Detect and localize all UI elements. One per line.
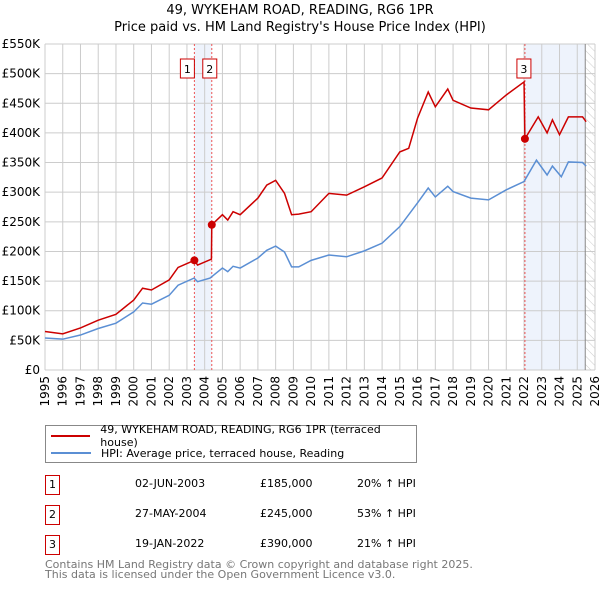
x-tick-label: 2010	[304, 376, 318, 407]
y-tick-label: £150K	[2, 274, 42, 288]
forecast-hatch	[585, 44, 595, 370]
x-tick-label: 2019	[464, 376, 478, 407]
y-tick-label: £50K	[9, 333, 41, 347]
sale-point	[190, 256, 199, 265]
legend-item-hpi: HPI: Average price, terraced house, Read…	[46, 445, 344, 461]
x-tick-label: 1995	[38, 376, 52, 407]
y-tick-label: £100K	[2, 304, 42, 318]
y-tick-label: £350K	[2, 156, 42, 170]
sale-row: 1 02-JUN-2003 £185,000 20% ↑ HPI	[45, 475, 445, 495]
x-tick-label: 2005	[215, 376, 229, 407]
sale-number: 3	[45, 535, 60, 555]
footer: Contains HM Land Registry data © Crown c…	[45, 558, 473, 581]
x-tick-label: 2012	[340, 376, 354, 407]
sale-hpi-change: 20% ↑ HPI	[357, 477, 416, 490]
highlight-band	[524, 44, 586, 370]
y-tick-label: £500K	[2, 67, 42, 81]
y-tick-label: £0	[25, 363, 40, 377]
x-tick-label: 2021	[499, 376, 513, 407]
sale-row: 2 27-MAY-2004 £245,000 53% ↑ HPI	[45, 505, 445, 525]
sale-label-box	[179, 58, 195, 79]
y-tick-label: £250K	[2, 215, 42, 229]
x-tick-label: 2025	[570, 376, 584, 407]
y-tick-label: £200K	[2, 244, 42, 258]
sale-row: 3 19-JAN-2022 £390,000 21% ↑ HPI	[45, 535, 445, 555]
sale-number: 2	[45, 505, 60, 525]
sale-label-box	[516, 58, 532, 79]
x-tick-label: 2017	[428, 376, 442, 407]
x-tick-label: 2003	[180, 376, 194, 407]
x-tick-label: 2018	[446, 376, 460, 407]
x-tick-label: 2009	[286, 376, 300, 407]
sale-date: 02-JUN-2003	[135, 477, 206, 490]
x-tick-label: 1996	[56, 376, 70, 407]
x-tick-label: 2023	[535, 376, 549, 407]
x-tick-label: 2015	[393, 376, 407, 407]
x-tick-label: 2016	[411, 376, 425, 407]
x-tick-label: 2004	[198, 376, 212, 407]
x-tick-label: 2020	[482, 376, 496, 407]
y-tick-label: £400K	[2, 126, 42, 140]
sale-date: 27-MAY-2004	[135, 507, 207, 520]
legend-swatch-blue	[51, 452, 91, 454]
sale-price: £245,000	[260, 507, 313, 520]
highlight-band	[194, 44, 212, 370]
x-tick-label: 2011	[322, 376, 336, 407]
sale-label: 1	[184, 63, 191, 76]
sale-point	[520, 134, 529, 143]
sale-label: 2	[206, 63, 213, 76]
y-tick-label: £550K	[2, 37, 42, 51]
sale-label: 3	[520, 63, 527, 76]
chart-subtitle: Price paid vs. HM Land Registry's House …	[114, 20, 486, 35]
x-tick-label: 2007	[251, 376, 265, 407]
chart-title: 49, WYKEHAM ROAD, READING, RG6 1PR	[166, 3, 434, 18]
footer-line-1: Contains HM Land Registry data © Crown c…	[45, 558, 473, 571]
sale-price: £390,000	[260, 537, 313, 550]
y-tick-label: £450K	[2, 96, 42, 110]
x-tick-label: 2006	[233, 376, 247, 407]
x-tick-label: 2008	[269, 376, 283, 407]
x-tick-label: 2026	[588, 376, 600, 407]
property-price-line	[44, 80, 587, 335]
legend-swatch-red	[51, 435, 91, 437]
sale-label-box	[202, 58, 218, 79]
x-tick-label: 2000	[127, 376, 141, 407]
x-tick-label: 2001	[144, 376, 158, 407]
legend-item-property: 49, WYKEHAM ROAD, READING, RG6 1PR (terr…	[46, 423, 416, 449]
sale-hpi-change: 53% ↑ HPI	[357, 507, 416, 520]
x-tick-label: 2014	[375, 376, 389, 407]
sale-point	[207, 220, 216, 229]
sale-hpi-change: 21% ↑ HPI	[357, 537, 416, 550]
legend: 49, WYKEHAM ROAD, READING, RG6 1PR (terr…	[45, 423, 417, 463]
plot-area: 1995 1996 1997 1998 1999 2000 2001 2002 2003 2004…	[2, 37, 600, 407]
legend-label: HPI: Average price, terraced house, Read…	[101, 446, 345, 460]
x-tick-label: 2013	[357, 376, 371, 407]
x-tick-label: 2002	[162, 376, 176, 407]
x-tick-label: 1997	[73, 376, 87, 407]
footer-line-2: This data is licensed under the Open Gov…	[45, 568, 396, 581]
x-tick-label: 2024	[553, 376, 567, 407]
x-tick-label: 1999	[109, 376, 123, 407]
sale-date: 19-JAN-2022	[135, 537, 205, 550]
legend-label: 49, WYKEHAM ROAD, READING, RG6 1PR (terr…	[100, 423, 381, 449]
x-tick-label: 1998	[91, 376, 105, 407]
sale-number: 1	[45, 475, 60, 495]
y-tick-label: £300K	[2, 185, 42, 199]
hpi-line	[44, 158, 587, 340]
x-tick-label: 2022	[517, 376, 531, 407]
sale-price: £185,000	[260, 477, 313, 490]
